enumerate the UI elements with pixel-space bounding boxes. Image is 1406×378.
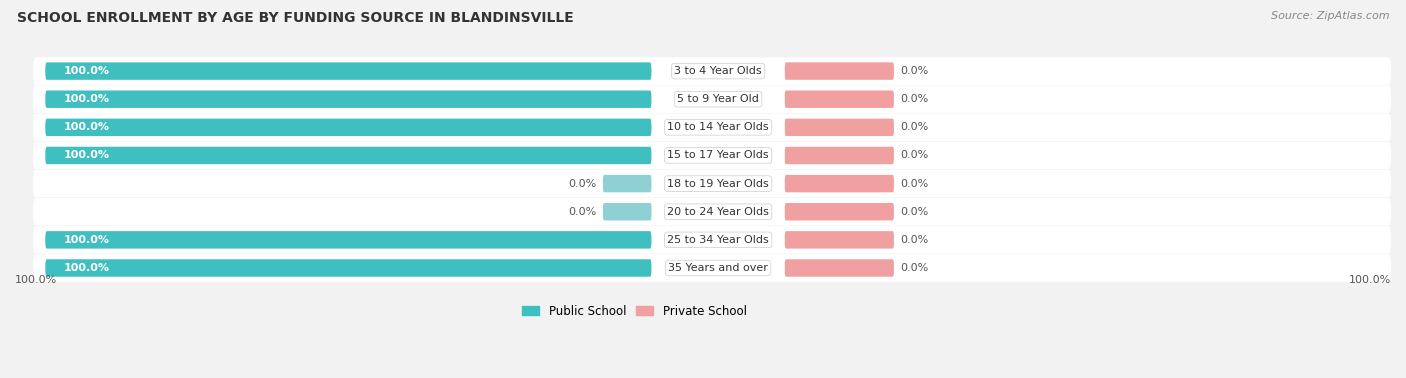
FancyBboxPatch shape bbox=[34, 198, 1391, 226]
Text: 100.0%: 100.0% bbox=[1348, 276, 1391, 285]
FancyBboxPatch shape bbox=[34, 85, 1391, 113]
Text: 100.0%: 100.0% bbox=[63, 235, 110, 245]
Text: 0.0%: 0.0% bbox=[900, 178, 928, 189]
Text: 0.0%: 0.0% bbox=[900, 150, 928, 161]
Text: 15 to 17 Year Olds: 15 to 17 Year Olds bbox=[668, 150, 769, 161]
Text: 0.0%: 0.0% bbox=[568, 178, 598, 189]
Text: 0.0%: 0.0% bbox=[900, 207, 928, 217]
FancyBboxPatch shape bbox=[45, 231, 651, 249]
Text: 25 to 34 Year Olds: 25 to 34 Year Olds bbox=[668, 235, 769, 245]
FancyBboxPatch shape bbox=[603, 175, 651, 192]
FancyBboxPatch shape bbox=[45, 147, 651, 164]
FancyBboxPatch shape bbox=[785, 231, 894, 249]
FancyBboxPatch shape bbox=[785, 62, 894, 80]
Text: 10 to 14 Year Olds: 10 to 14 Year Olds bbox=[668, 122, 769, 132]
Text: 100.0%: 100.0% bbox=[63, 66, 110, 76]
Text: 3 to 4 Year Olds: 3 to 4 Year Olds bbox=[675, 66, 762, 76]
Text: 0.0%: 0.0% bbox=[900, 263, 928, 273]
FancyBboxPatch shape bbox=[34, 57, 1391, 85]
Text: 18 to 19 Year Olds: 18 to 19 Year Olds bbox=[668, 178, 769, 189]
Text: 0.0%: 0.0% bbox=[900, 94, 928, 104]
FancyBboxPatch shape bbox=[45, 90, 651, 108]
Text: 100.0%: 100.0% bbox=[63, 263, 110, 273]
FancyBboxPatch shape bbox=[785, 203, 894, 220]
Text: Source: ZipAtlas.com: Source: ZipAtlas.com bbox=[1271, 11, 1389, 21]
Text: 100.0%: 100.0% bbox=[63, 150, 110, 161]
Legend: Public School, Private School: Public School, Private School bbox=[517, 300, 752, 322]
FancyBboxPatch shape bbox=[34, 142, 1391, 169]
Text: SCHOOL ENROLLMENT BY AGE BY FUNDING SOURCE IN BLANDINSVILLE: SCHOOL ENROLLMENT BY AGE BY FUNDING SOUR… bbox=[17, 11, 574, 25]
FancyBboxPatch shape bbox=[34, 254, 1391, 282]
Text: 100.0%: 100.0% bbox=[63, 94, 110, 104]
FancyBboxPatch shape bbox=[785, 259, 894, 277]
Text: 0.0%: 0.0% bbox=[900, 122, 928, 132]
Text: 0.0%: 0.0% bbox=[568, 207, 598, 217]
FancyBboxPatch shape bbox=[785, 175, 894, 192]
Text: 100.0%: 100.0% bbox=[15, 276, 58, 285]
FancyBboxPatch shape bbox=[785, 90, 894, 108]
FancyBboxPatch shape bbox=[34, 170, 1391, 197]
FancyBboxPatch shape bbox=[45, 62, 651, 80]
FancyBboxPatch shape bbox=[785, 147, 894, 164]
Text: 5 to 9 Year Old: 5 to 9 Year Old bbox=[678, 94, 759, 104]
FancyBboxPatch shape bbox=[603, 203, 651, 220]
Text: 0.0%: 0.0% bbox=[900, 235, 928, 245]
Text: 20 to 24 Year Olds: 20 to 24 Year Olds bbox=[668, 207, 769, 217]
FancyBboxPatch shape bbox=[45, 259, 651, 277]
FancyBboxPatch shape bbox=[45, 119, 651, 136]
FancyBboxPatch shape bbox=[785, 119, 894, 136]
FancyBboxPatch shape bbox=[34, 113, 1391, 141]
FancyBboxPatch shape bbox=[34, 226, 1391, 254]
Text: 0.0%: 0.0% bbox=[900, 66, 928, 76]
Text: 35 Years and over: 35 Years and over bbox=[668, 263, 768, 273]
Text: 100.0%: 100.0% bbox=[63, 122, 110, 132]
